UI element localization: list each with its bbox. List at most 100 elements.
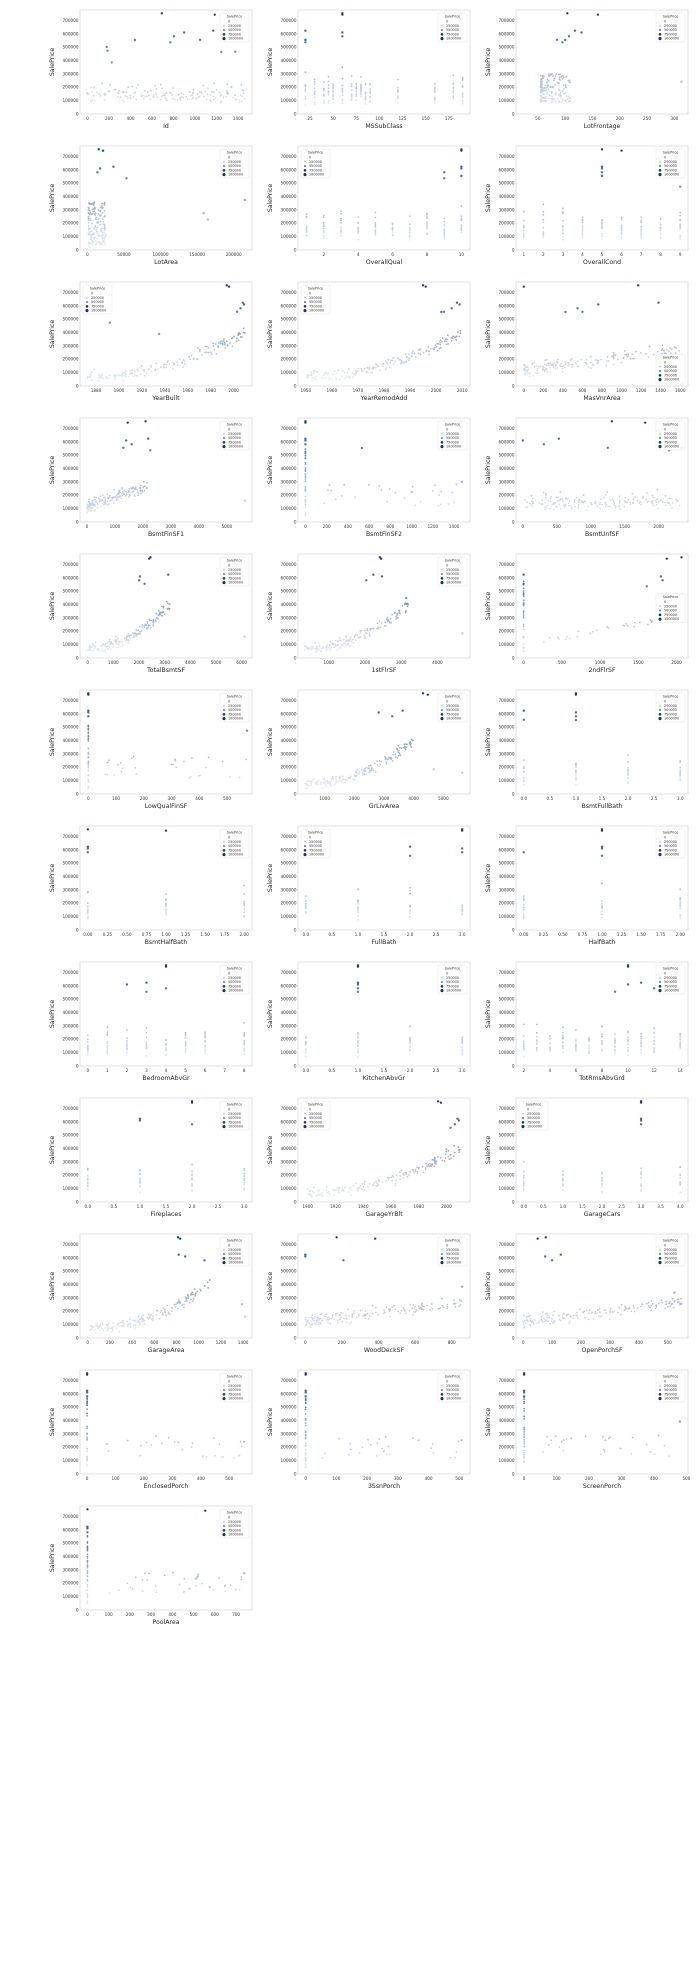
data-point — [304, 467, 307, 469]
data-point — [175, 1303, 177, 1306]
data-point — [387, 1178, 390, 1181]
data-point — [343, 371, 346, 374]
data-point — [143, 625, 145, 627]
y-tick-label: 500000 — [281, 725, 297, 730]
data-point — [408, 234, 411, 236]
data-point — [132, 1324, 135, 1327]
data-point — [105, 645, 108, 648]
data-point — [577, 507, 580, 510]
data-point — [319, 1193, 322, 1196]
y-tick-label: 100000 — [499, 506, 515, 511]
x-tick-label: 6000 — [236, 660, 247, 665]
data-point — [434, 91, 436, 94]
y-tick-label: 700000 — [281, 290, 297, 295]
data-point — [445, 1148, 448, 1151]
data-point — [106, 1050, 109, 1052]
data-point — [654, 499, 657, 502]
legend-entry: 500000 — [91, 300, 104, 304]
legend-entry: 0 — [664, 972, 666, 976]
data-point — [312, 376, 315, 379]
data-point — [152, 1317, 154, 1320]
data-point — [333, 1318, 336, 1320]
data-point — [149, 619, 152, 622]
data-point — [609, 1311, 611, 1313]
legend-entry: 0 — [446, 972, 448, 976]
data-point — [121, 375, 123, 378]
data-point — [679, 898, 682, 901]
data-point — [575, 1046, 577, 1049]
data-point — [620, 224, 623, 227]
data-point — [384, 1311, 386, 1314]
data-point — [87, 780, 90, 783]
data-point — [436, 349, 439, 352]
data-point — [313, 83, 316, 85]
data-point — [366, 366, 369, 369]
y-tick-label: 0 — [76, 1199, 79, 1204]
x-tick-label: 2.0 — [625, 796, 632, 801]
y-axis-label: SalePrice — [267, 1000, 274, 1029]
legend-marker — [303, 1116, 307, 1120]
data-point — [130, 97, 133, 100]
data-point — [93, 645, 96, 648]
data-point — [458, 1151, 460, 1153]
data-point — [679, 917, 682, 920]
data-point — [124, 373, 127, 376]
legend-entry: 750000 — [446, 440, 459, 444]
data-point — [542, 221, 545, 224]
data-point — [93, 1329, 95, 1332]
data-point — [522, 770, 525, 773]
data-point — [434, 344, 437, 346]
data-point — [564, 85, 567, 88]
y-tick-label: 400000 — [63, 874, 79, 879]
data-point — [91, 222, 93, 225]
data-point — [197, 774, 200, 777]
data-point — [190, 1123, 194, 1126]
data-point — [175, 766, 178, 769]
data-point — [522, 610, 525, 613]
x-tick-label: 0.5 — [329, 932, 336, 937]
y-tick-label: 0 — [512, 111, 515, 116]
data-point — [86, 1178, 89, 1181]
data-point — [357, 228, 360, 231]
data-point — [546, 1312, 548, 1314]
data-point — [314, 1315, 317, 1318]
data-point — [622, 624, 625, 627]
data-point — [135, 773, 138, 775]
data-point — [568, 79, 571, 82]
data-point — [178, 93, 181, 96]
y-tick-label: 400000 — [63, 1282, 79, 1287]
data-point — [374, 211, 377, 214]
data-point — [659, 224, 662, 226]
data-point — [522, 613, 525, 615]
data-point — [429, 1162, 431, 1165]
legend-entry: 500000 — [309, 844, 322, 848]
scatter-points — [304, 964, 464, 1058]
data-point — [542, 214, 545, 216]
data-point — [170, 763, 173, 766]
data-point — [539, 83, 542, 85]
data-point — [359, 1184, 362, 1187]
data-point — [132, 1319, 135, 1322]
data-point — [243, 331, 246, 334]
data-point — [95, 228, 97, 231]
data-point — [583, 1310, 586, 1312]
legend-entry: 1000000 — [228, 173, 243, 177]
data-point — [552, 1321, 555, 1324]
data-point — [143, 370, 146, 373]
data-point — [540, 503, 543, 506]
data-point — [541, 85, 543, 88]
data-point — [304, 513, 307, 516]
data-point — [99, 206, 102, 209]
data-point — [433, 1165, 436, 1167]
data-point — [196, 93, 199, 95]
data-point — [408, 854, 412, 857]
data-point — [341, 102, 344, 105]
data-point — [87, 734, 90, 737]
data-point — [543, 366, 545, 369]
data-point — [146, 1316, 149, 1319]
data-point — [355, 95, 358, 98]
data-point — [146, 437, 150, 440]
legend-entry: 1000000 — [228, 37, 243, 41]
legend-title: SalePrice — [663, 151, 679, 155]
data-point — [536, 1043, 538, 1046]
